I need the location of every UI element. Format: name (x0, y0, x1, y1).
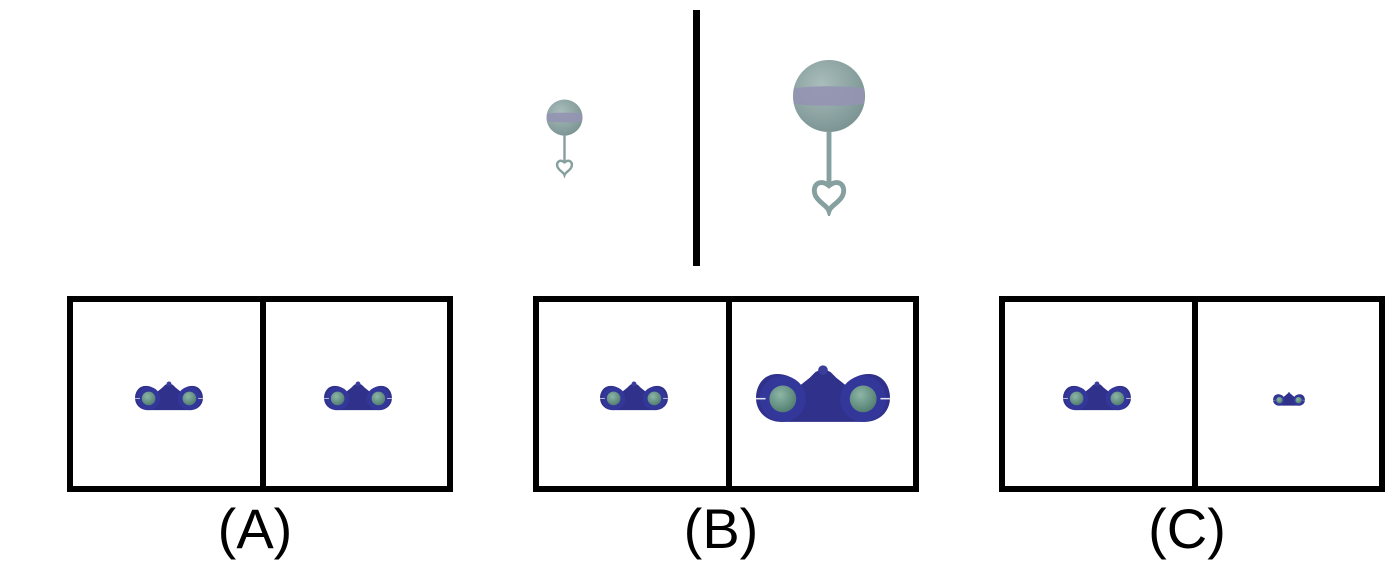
option-a-right-binoculars-icon (324, 381, 392, 413)
option-a-label[interactable]: (A) (217, 497, 293, 560)
option-b-left-cell (539, 302, 726, 486)
option-a-panel[interactable] (67, 296, 453, 492)
reference-divider (693, 10, 700, 266)
option-b-right-binoculars-icon (756, 364, 890, 428)
option-c-right-binoculars-icon (1273, 392, 1305, 407)
option-b-left-binoculars-icon (600, 381, 668, 413)
option-b-panel[interactable] (533, 296, 919, 492)
option-b-divider (726, 302, 732, 486)
option-c-left-binoculars-icon (1063, 381, 1131, 413)
option-b-right-cell (732, 302, 913, 486)
option-c-divider (1192, 302, 1198, 486)
option-c-panel[interactable] (999, 296, 1385, 492)
option-a-right-cell (266, 302, 447, 486)
option-a-left-cell (73, 302, 260, 486)
reference-left-rattle-icon (545, 98, 584, 178)
option-a-divider (260, 302, 266, 486)
option-c-label[interactable]: (C) (1148, 497, 1226, 560)
reference-right-rattle-icon (790, 58, 868, 216)
option-a-left-binoculars-icon (135, 381, 203, 413)
option-b-label[interactable]: (B) (683, 497, 759, 560)
option-c-right-cell (1198, 302, 1379, 486)
option-c-left-cell (1005, 302, 1192, 486)
